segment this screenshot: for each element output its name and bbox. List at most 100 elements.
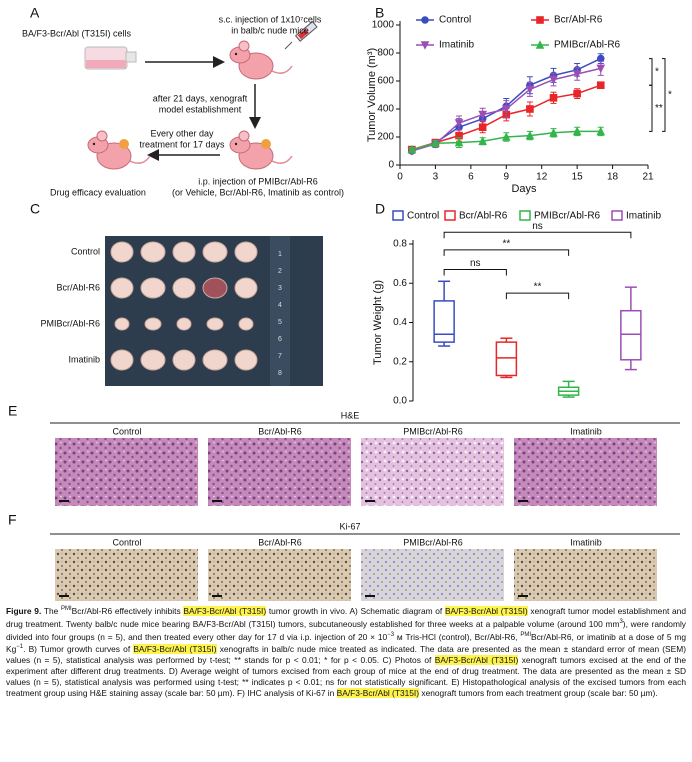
x-tick-label: 15 xyxy=(572,172,584,183)
marker xyxy=(536,16,544,24)
tumor xyxy=(202,241,228,263)
mouse-tail xyxy=(269,155,293,164)
schematic-text: Every other day xyxy=(150,128,214,138)
caption-text: −3 xyxy=(387,631,395,638)
marker xyxy=(596,64,606,74)
annotation: * xyxy=(655,67,659,78)
column-label: Bcr/Abl-R6 xyxy=(258,537,302,547)
marker xyxy=(526,105,534,113)
caption: Figure 9. The PMIBcr/Abl-R6 effectively … xyxy=(6,604,686,760)
ruler-number: 7 xyxy=(278,353,282,360)
schematic-text: Drug efficacy evaluation xyxy=(50,187,146,197)
annotation: ** xyxy=(655,103,663,114)
tumor xyxy=(234,277,258,299)
panel-label: F xyxy=(8,512,17,528)
tumor xyxy=(202,349,228,371)
caption-text: . B) Tumor growth curves of xyxy=(23,644,134,655)
tumor xyxy=(114,317,130,331)
box xyxy=(495,341,518,377)
marker xyxy=(572,126,582,136)
annotation: ** xyxy=(502,239,510,250)
y-tick-label: 1000 xyxy=(372,20,395,31)
marker xyxy=(535,40,545,49)
schematic-text: BA/F3-Bcr/Abl (T315I) cells xyxy=(22,28,132,38)
panel-label: C xyxy=(30,201,40,217)
annotation: ** xyxy=(534,282,542,293)
caption-text: 3 xyxy=(619,618,623,625)
schematic-text: model establishment xyxy=(159,104,242,114)
micrograph xyxy=(361,549,504,601)
y-tick-label: 0.2 xyxy=(393,356,407,367)
micrograph xyxy=(55,438,198,506)
row-label: Bcr/Abl-R6 xyxy=(56,282,100,292)
tumor xyxy=(202,277,228,299)
tumor xyxy=(238,317,254,331)
y-tick-label: 400 xyxy=(377,104,394,115)
annotation: ns xyxy=(532,221,543,232)
marker xyxy=(478,123,487,131)
column-label: Imatinib xyxy=(570,537,602,547)
marker xyxy=(572,70,582,79)
legend-label: Bcr/Abl-R6 xyxy=(554,15,603,26)
panel-label: D xyxy=(375,201,385,217)
legend-swatch xyxy=(392,210,404,221)
caption-text: BA/F3-Bcr/Abl (T315I) xyxy=(336,688,420,699)
marker xyxy=(501,105,511,114)
bracket xyxy=(505,292,570,300)
caption-text: PMI xyxy=(60,606,72,612)
caption-text: xenograft tumor model establishment and … xyxy=(6,605,686,629)
schematic-text: in balb/c nude mice xyxy=(231,25,309,35)
tumor xyxy=(234,241,258,263)
caption-text: tumor growth in vivo. A) Schematic diagr… xyxy=(266,605,445,616)
y-tick-label: 0 xyxy=(388,160,394,171)
micrograph xyxy=(208,438,351,506)
ruler-number: 3 xyxy=(278,285,282,292)
y-tick-label: 0.6 xyxy=(393,278,407,289)
mouse-tail xyxy=(269,65,293,74)
micrograph xyxy=(514,438,657,506)
column-label: PMIBcr/Abl-R6 xyxy=(403,537,463,547)
marker xyxy=(525,130,535,140)
tumor xyxy=(110,349,134,371)
ruler-number: 1 xyxy=(278,251,282,258)
caption-text: BA/F3-Bcr/Abl (T315I) xyxy=(444,605,528,616)
caption-text: BA/F3-Bcr/Abl (T315I) xyxy=(183,605,267,616)
flask xyxy=(84,46,137,70)
tumor xyxy=(172,241,196,263)
ruler-number: 4 xyxy=(278,302,282,309)
mouse-ear xyxy=(96,130,108,142)
x-tick-label: 12 xyxy=(536,172,548,183)
x-tick-label: 9 xyxy=(504,172,510,183)
caption-text: −1 xyxy=(16,644,24,651)
mouse-eye xyxy=(92,142,96,146)
mouse-ear xyxy=(238,40,250,52)
micrograph xyxy=(361,438,504,506)
tumor xyxy=(140,277,166,299)
annotation: * xyxy=(668,90,672,101)
caption-text: The xyxy=(41,605,61,616)
marker xyxy=(596,54,605,63)
caption-text: xenograft tumors excised at the end of t… xyxy=(6,655,686,699)
legend-label: PMIBcr/Abl-R6 xyxy=(554,40,621,51)
bracket xyxy=(443,269,507,276)
column-label: Control xyxy=(112,537,141,547)
marker xyxy=(596,126,606,136)
legend-label: Imatinib xyxy=(439,40,474,51)
legend-swatch xyxy=(444,210,456,221)
marker xyxy=(549,75,558,85)
bracket xyxy=(443,231,632,239)
schematic-text: (or Vehicle, Bcr/Abl-R6, Imatinib as con… xyxy=(172,187,344,197)
marker xyxy=(596,81,605,89)
figure: A BA/F3-Bcr/Abl (T315I) cells s.c. injec… xyxy=(8,5,680,601)
caption-text: м Tris-HCl (control), Bcr/Abl-R6, xyxy=(394,631,521,642)
mouse xyxy=(229,40,293,80)
column-label: Imatinib xyxy=(570,426,602,436)
bracket xyxy=(649,84,653,132)
schematic-text: s.c. injection of 1x10⁷cells xyxy=(219,14,322,24)
y-tick-label: 0.4 xyxy=(393,317,407,328)
y-tick-label: 0.8 xyxy=(393,239,407,250)
legend-label: Control xyxy=(439,15,471,26)
tumor xyxy=(261,139,271,149)
tumor xyxy=(172,277,196,299)
schematic-arrows xyxy=(145,56,261,161)
